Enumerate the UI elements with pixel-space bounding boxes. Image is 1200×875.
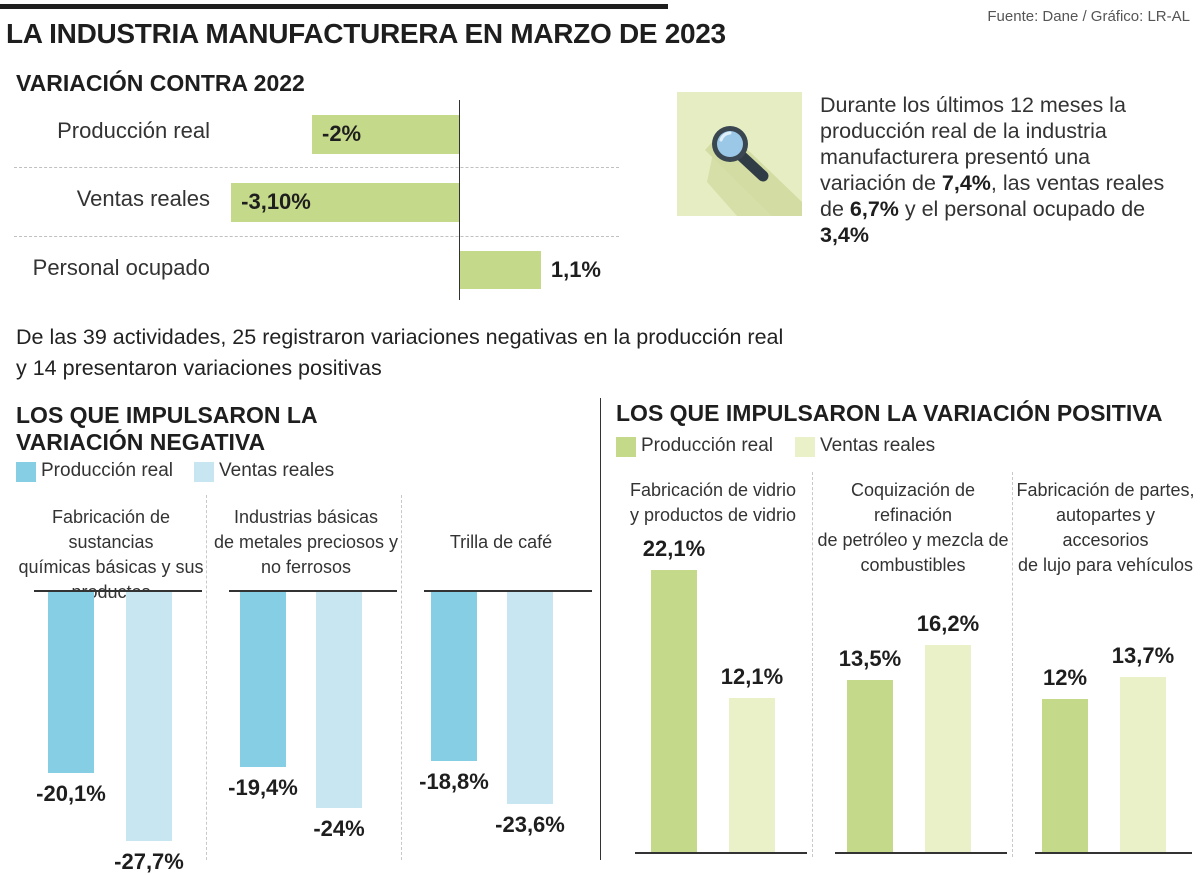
variation-value: -3,10% [241, 189, 311, 214]
variation-row-label: Personal ocupado [32, 255, 210, 280]
bar [729, 697, 775, 852]
panel-baseline [835, 852, 1007, 854]
info-text-part: , las ventas reales de [820, 171, 1165, 221]
variation-value: 1,1% [550, 257, 601, 282]
variation-row-label: Ventas reales [76, 186, 210, 211]
variation-title: VARIACIÓN CONTRA 2022 [16, 70, 305, 96]
panel-separator [812, 472, 813, 857]
panel-baseline [1035, 852, 1192, 854]
legend-swatch-ventas [795, 437, 815, 457]
variation-row-label: Producción real [57, 118, 210, 143]
info-icon-box [677, 92, 802, 216]
bar-value-label: 16,2% [916, 611, 980, 637]
bar [925, 645, 971, 852]
panel-separator [401, 495, 402, 860]
panel-baseline [34, 590, 202, 592]
info-text-part: y el personal ocupado de [898, 197, 1146, 221]
bar [847, 679, 893, 852]
bar [1120, 677, 1166, 852]
bar-value-label: -18,8% [419, 769, 489, 795]
top-rule [0, 4, 668, 9]
legend-swatch-produccion [616, 437, 636, 457]
bar [651, 570, 697, 852]
source-note: Fuente: Dane / Gráfico: LR-AL [987, 8, 1190, 25]
panel-title: Trilla de café [406, 530, 596, 555]
legend-label-ventas: Ventas reales [820, 435, 936, 456]
variation-bar [460, 251, 541, 289]
bar [316, 592, 362, 808]
panel-title-line: de petróleo y mezcla de [817, 530, 1009, 550]
bar-value-label: 13,7% [1111, 643, 1175, 669]
positive-title: LOS QUE IMPULSARON LA VARIACIÓN POSITIVA [616, 400, 1163, 426]
bar-value-label: -24% [313, 816, 365, 841]
variation-value: -2% [322, 121, 362, 146]
bar [431, 592, 477, 762]
variation-zero-axis [459, 100, 460, 300]
page-title: LA INDUSTRIA MANUFACTURERA EN MARZO DE 2… [6, 18, 726, 49]
panel-title: Fabricación de vidrio y productos de vidr… [613, 478, 813, 528]
variation-bar [231, 183, 459, 222]
panel-title-line: Fabricación de sustancias [51, 507, 171, 552]
panel-title-line: Industrias básicas [233, 507, 379, 527]
info-text-part: Durante los últimos 12 meses la producci… [820, 93, 1126, 195]
panel-title-line: Trilla de café [449, 532, 553, 552]
info-highlight: 6,7% [849, 197, 899, 221]
bar-value-label: -19,4% [228, 774, 298, 800]
bar [240, 592, 286, 767]
panel-baseline [229, 590, 397, 592]
info-highlight: 7,4% [941, 171, 991, 195]
bar [48, 592, 94, 773]
bar-value-label: -23,6% [495, 812, 565, 838]
panel-title-line: no ferrosos [260, 557, 352, 577]
legend-swatch-produccion [16, 462, 36, 482]
row-divider [14, 236, 619, 237]
bar-value-label: 12,1% [720, 663, 784, 689]
panel-title: Fabricación de partes, autopartes y acces… [1013, 478, 1198, 578]
legend-label-ventas: Ventas reales [219, 460, 335, 481]
info-highlight: 3,4% [820, 223, 870, 247]
panel-separator [206, 495, 207, 860]
panel-title-line: combustibles [860, 555, 966, 575]
panel-title: Industrias básicas de metales preciosos y… [211, 505, 401, 580]
panel-title-line: químicas básicas y sus [18, 557, 204, 577]
description-line: y 14 presentaron variaciones positivas [16, 356, 382, 380]
info-text: Durante los últimos 12 meses la producci… [820, 92, 1180, 248]
bar [1042, 699, 1088, 852]
negative-title: LOS QUE IMPULSARON LA VARIACIÓN NEGATIVA [16, 402, 318, 456]
description: De las 39 actividades, 25 registraron va… [16, 322, 916, 384]
panel-title-line: Coquización de refinación [850, 480, 976, 525]
bar [507, 592, 553, 805]
bar-value-label: 12% [1042, 665, 1088, 690]
panel-baseline [635, 852, 807, 854]
panel-title-line: y productos de vidrio [629, 505, 797, 525]
bar-value-label: -20,1% [36, 780, 106, 806]
panel-separator [1012, 472, 1013, 857]
panel-title-line: de metales preciosos y [213, 532, 399, 552]
row-divider [14, 167, 619, 168]
magnifier-icon [705, 126, 802, 216]
panel-baseline [424, 590, 592, 592]
variation-bar [312, 115, 459, 154]
legend-swatch-ventas [194, 462, 214, 482]
panel-title-line: autopartes y accesorios [1055, 505, 1156, 550]
negative-title-line: LOS QUE IMPULSARON LA [16, 402, 318, 428]
bar [126, 592, 172, 842]
panel-title-line: Fabricación de vidrio [629, 480, 797, 500]
legend-label-produccion: Producción real [641, 435, 774, 456]
legend-label-produccion: Producción real [41, 460, 174, 481]
bar-value-label: -27,7% [114, 849, 184, 875]
description-line: De las 39 actividades, 25 registraron va… [16, 325, 784, 349]
panel-title: Coquización de refinación de petróleo y m… [813, 478, 1013, 578]
section-separator [600, 398, 601, 860]
panel-title-line: productos [71, 582, 151, 602]
negative-title-line: VARIACIÓN NEGATIVA [16, 429, 266, 455]
panel-title-line: Fabricación de partes, [1016, 480, 1195, 500]
panel-title-line: de lujo para vehículos [1017, 555, 1194, 575]
bar-value-label: 13,5% [838, 645, 902, 671]
bar-value-label: 22,1% [642, 536, 706, 562]
